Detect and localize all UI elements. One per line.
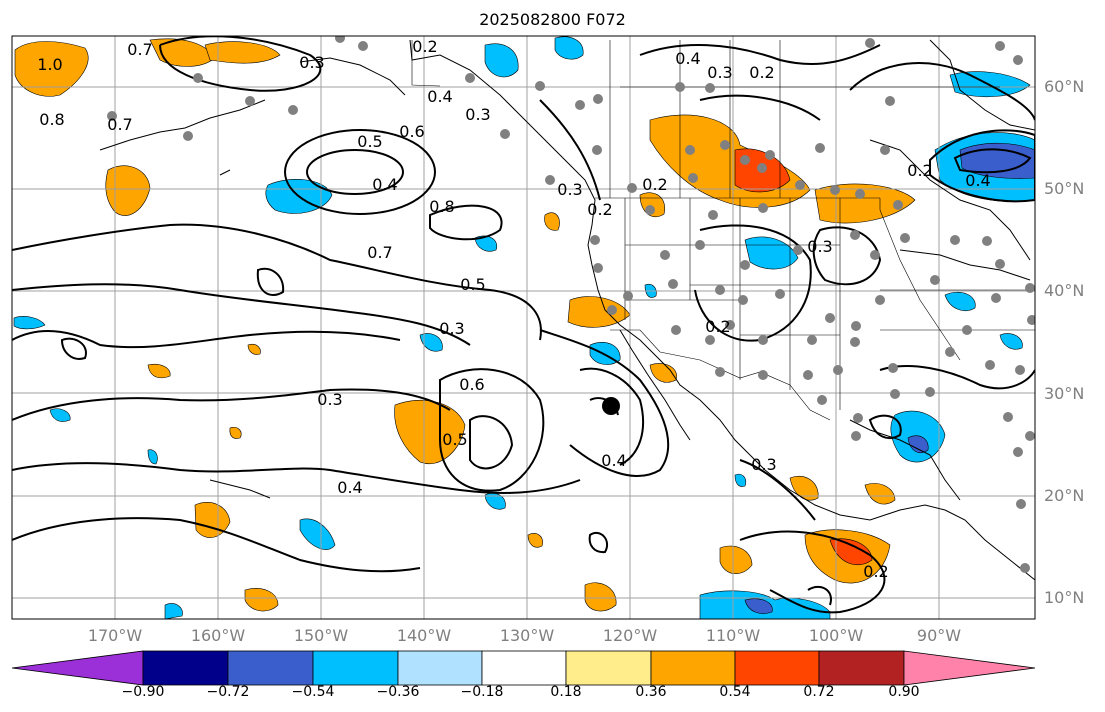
contour-label: 0.2 (749, 63, 774, 82)
graticule (12, 36, 1035, 619)
contour-label: 0.4 (675, 49, 700, 68)
contour-label: 0.4 (601, 451, 626, 470)
lat-label: 30°N (1044, 384, 1085, 403)
contour-label: 0.3 (299, 53, 324, 72)
colorbar-tick-label: −0.90 (121, 684, 165, 700)
colorbar-tick-label: 0.18 (550, 684, 582, 700)
contour-label: 1.0 (37, 55, 62, 74)
lon-label: 150°W (293, 626, 349, 645)
contour-label: 0.2 (642, 175, 667, 194)
colorbar-segment (397, 650, 483, 686)
colorbar-tick-label: −0.54 (291, 684, 335, 700)
contour-label: 0.6 (459, 375, 484, 394)
lon-label: 130°W (499, 626, 555, 645)
contour-label: 0.3 (465, 105, 490, 124)
contour-label: 0.3 (807, 237, 832, 256)
lon-label: 110°W (705, 626, 761, 645)
contour-lines (12, 36, 1035, 614)
colorbar-segment (142, 650, 229, 686)
contour-label: 0.2 (412, 37, 437, 56)
lat-label: 20°N (1044, 486, 1085, 505)
colorbar-segment (565, 650, 652, 686)
coastlines (99, 39, 1035, 581)
map-frame (11, 35, 1036, 620)
colorbar-segment (227, 650, 314, 686)
storm-center-marker (602, 397, 620, 415)
lon-label: 140°W (396, 626, 452, 645)
negative-anomaly-shading (13, 36, 1035, 619)
contour-label: 0.3 (751, 455, 776, 474)
lon-label: 100°W (808, 626, 864, 645)
colorbar-segment (650, 650, 736, 686)
lat-label: 10°N (1044, 588, 1085, 607)
lat-label: 50°N (1044, 179, 1085, 198)
colorbar-tick-label: 0.54 (719, 684, 751, 700)
colorbar-tick-label: 0.36 (635, 684, 667, 700)
lat-label: 40°N (1044, 281, 1085, 300)
lat-label: 60°N (1044, 77, 1085, 96)
colorbar-segment (481, 650, 567, 686)
lon-label: 120°W (602, 626, 658, 645)
colorbar-segment (312, 650, 399, 686)
contour-label: 0.6 (399, 122, 424, 141)
contour-label: 0.7 (107, 115, 132, 134)
contour-label: 0.8 (39, 110, 64, 129)
colorbar-segment (818, 650, 905, 686)
colorbar-segment (734, 650, 820, 686)
colorbar-tick-label: −0.36 (376, 684, 420, 700)
contour-label: 0.2 (587, 200, 612, 219)
contour-label-group: 1.0 0.7 0.8 0.7 0.3 0.2 0.4 0.3 0.2 0.3 … (37, 37, 990, 581)
contour-label: 0.2 (907, 161, 932, 180)
contour-label: 0.3 (707, 63, 732, 82)
contour-label: 0.7 (127, 40, 152, 59)
colorbar-tick-label: −0.18 (460, 684, 504, 700)
lon-label: 170°W (87, 626, 143, 645)
colorbar-tick-label: 0.90 (888, 684, 920, 700)
contour-label: 0.5 (460, 275, 485, 294)
contour-label: 0.3 (557, 180, 582, 199)
colorbar-extend-max (903, 650, 1036, 686)
contour-label: 0.5 (442, 430, 467, 449)
contour-label: 0.8 (429, 197, 454, 216)
contour-label: 0.2 (863, 562, 888, 581)
contour-label: 0.3 (439, 319, 464, 338)
contour-label: 0.2 (705, 317, 730, 336)
contour-label: 0.4 (427, 87, 452, 106)
contour-label: 0.4 (965, 171, 990, 190)
station-markers (107, 36, 1035, 573)
contour-label: 0.5 (357, 132, 382, 151)
colorbar-extend-min (11, 650, 144, 686)
contour-label: 0.4 (372, 175, 397, 194)
lon-label: 160°W (190, 626, 246, 645)
contour-label: 0.3 (317, 390, 342, 409)
map-title: 2025082800 F072 (479, 10, 626, 29)
colorbar-tick-label: −0.72 (206, 684, 250, 700)
contour-label: 0.4 (337, 478, 362, 497)
colorbar (11, 650, 1036, 686)
contour-label: 0.7 (367, 243, 392, 262)
lon-label: 90°W (916, 626, 962, 645)
colorbar-tick-label: 0.72 (803, 684, 835, 700)
